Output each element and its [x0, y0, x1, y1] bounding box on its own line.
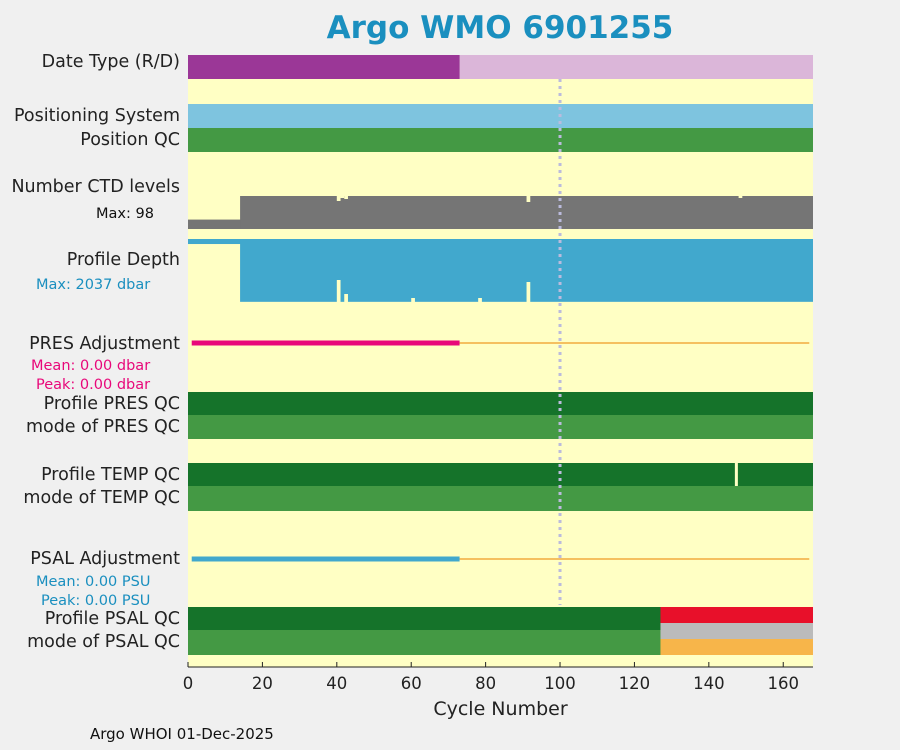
ctd-levels-notch-3 — [526, 196, 531, 202]
pres-adjustment-mean: Mean: 0.00 dbar — [31, 358, 151, 374]
profile-depth-notch-4 — [478, 298, 482, 302]
bar-profile-psal-qc-gray — [660, 623, 813, 630]
x-tick-label-0: 0 — [182, 674, 194, 693]
x-tick-label-160: 160 — [767, 674, 799, 693]
ctd-levels-max: Max: 98 — [96, 206, 154, 222]
label-profile-temp-qc: Profile TEMP QC — [41, 465, 180, 485]
x-axis-label: Cycle Number — [433, 698, 568, 720]
label-mode-psal-qc: mode of PSAL QC — [27, 632, 180, 652]
ctd-levels-notch-4 — [738, 196, 743, 198]
bar-profile-temp-qc-0 — [188, 463, 813, 486]
bar-profile-psal-qc-fail — [660, 607, 813, 623]
x-tick-label-60: 60 — [400, 674, 422, 693]
x-tick-label-20: 20 — [251, 674, 273, 693]
bar-mode-psal-qc-0 — [188, 630, 665, 655]
label-mode-pres-qc: mode of PRES QC — [25, 417, 180, 437]
plot-background — [188, 55, 813, 667]
bar-position-qc-0 — [188, 128, 813, 152]
profile-depth-notch-2 — [526, 282, 531, 302]
bar-mode-temp-qc-0 — [188, 486, 813, 511]
label-ctd-levels: Number CTD levels — [11, 177, 180, 197]
profile-depth-max: Max: 2037 dbar — [36, 277, 151, 293]
bar-mode-pres-qc-0 — [188, 415, 813, 439]
label-profile-pres-qc: Profile PRES QC — [43, 394, 180, 414]
temp-qc-gap-mark — [734, 463, 738, 486]
ctd-levels-notch-1 — [340, 196, 345, 198]
bar-positioning-system-0 — [188, 104, 813, 128]
ctd-levels-bar-0 — [188, 219, 244, 229]
profile-depth-notch-3 — [411, 298, 415, 302]
psal-adjustment-peak: Peak: 0.00 PSU — [41, 593, 151, 609]
label-date-type: Date Type (R/D) — [41, 52, 180, 72]
bar-date-type-0 — [188, 55, 464, 79]
label-position-qc: Position QC — [80, 130, 180, 150]
pres-adjustment-peak: Peak: 0.00 dbar — [36, 377, 151, 393]
profile-depth-notch-0 — [336, 280, 341, 302]
label-positioning-system: Positioning System — [13, 106, 180, 126]
label-psal-adjustment: PSAL Adjustment — [30, 549, 180, 569]
x-tick-label-140: 140 — [693, 674, 725, 693]
label-profile-depth: Profile Depth — [66, 250, 180, 270]
chart-title: Argo WMO 6901255 — [326, 10, 674, 46]
bar-date-type-1 — [459, 55, 813, 79]
bar-mode-psal-qc-gray — [660, 630, 813, 639]
ctd-levels-notch-2 — [344, 196, 348, 199]
bar-profile-pres-qc-0 — [188, 392, 813, 415]
profile-depth-notch-1 — [344, 294, 348, 302]
footer-credit: Argo WHOI 01-Dec-2025 — [90, 725, 274, 743]
x-tick-label-40: 40 — [326, 674, 348, 693]
x-tick-label-80: 80 — [475, 674, 497, 693]
bar-profile-psal-qc-0 — [188, 607, 665, 630]
x-tick-label-100: 100 — [544, 674, 576, 693]
label-profile-psal-qc: Profile PSAL QC — [44, 609, 180, 629]
bar-mode-psal-qc-bad — [660, 639, 813, 655]
ctd-levels-notch-0 — [336, 196, 341, 201]
psal-adjustment-mean: Mean: 0.00 PSU — [36, 574, 151, 590]
profile-depth-bar-0 — [188, 239, 244, 245]
label-mode-temp-qc: mode of TEMP QC — [23, 488, 180, 508]
label-pres-adjustment: PRES Adjustment — [29, 334, 180, 354]
x-tick-label-120: 120 — [618, 674, 651, 693]
